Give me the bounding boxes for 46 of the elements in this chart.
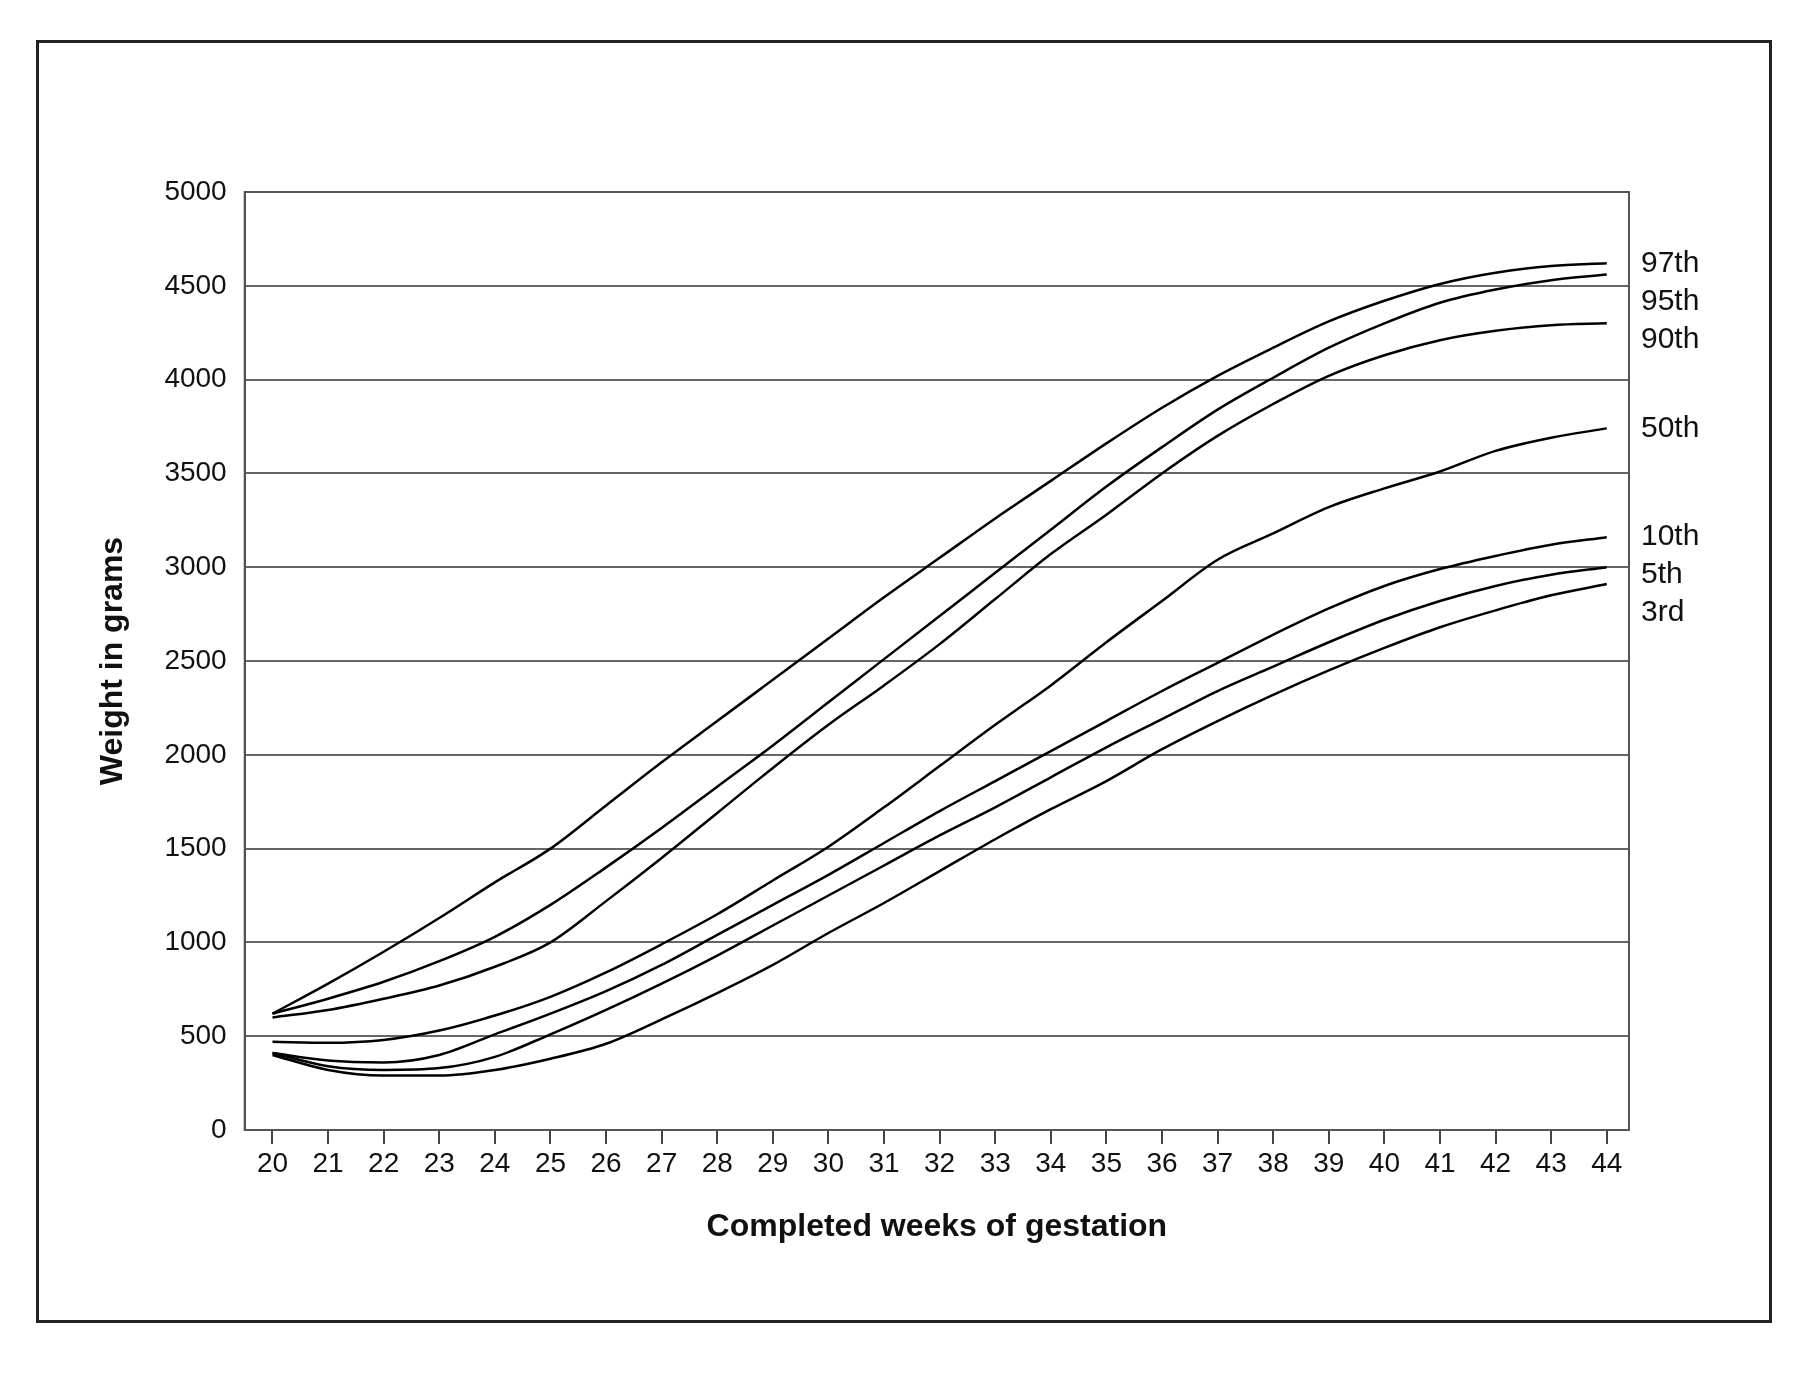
y-tick-label: 3500 <box>164 456 227 488</box>
x-tick-label: 28 <box>701 1146 733 1178</box>
x-tick-label: 39 <box>1313 1146 1345 1178</box>
x-tick-label: 29 <box>757 1146 789 1178</box>
x-tick-label: 38 <box>1257 1146 1289 1178</box>
y-tick-label: 2500 <box>164 643 227 675</box>
line-series <box>271 427 1609 1045</box>
x-tick-label: 21 <box>312 1146 344 1178</box>
x-tick-label: 26 <box>590 1146 622 1178</box>
y-tick-label: 2000 <box>164 737 227 769</box>
x-tick-label: 37 <box>1202 1146 1234 1178</box>
x-tick-label: 35 <box>1090 1146 1122 1178</box>
y-tick-label: 4500 <box>164 268 227 300</box>
x-tick-label: 20 <box>256 1146 289 1178</box>
series-label: 10th <box>1641 518 1700 552</box>
series-label: 90th <box>1641 320 1700 354</box>
x-tick-label: 40 <box>1368 1146 1400 1178</box>
x-tick-label: 24 <box>479 1146 511 1178</box>
y-tick-label: 4000 <box>164 362 227 394</box>
y-tick-label: 0 <box>211 1112 227 1144</box>
x-tick-label: 34 <box>1035 1146 1067 1178</box>
series-label: 95th <box>1641 282 1700 316</box>
y-tick-label: 500 <box>179 1018 227 1050</box>
series-label: 97th <box>1641 244 1700 278</box>
y-tick-label: 3000 <box>164 549 227 581</box>
series-label: 50th <box>1641 409 1700 443</box>
x-tick-label: 32 <box>924 1146 956 1178</box>
x-tick-label: 31 <box>868 1146 900 1178</box>
x-tick-label: 33 <box>979 1146 1011 1178</box>
x-tick-label: 27 <box>646 1146 678 1178</box>
x-tick-label: 25 <box>534 1146 567 1178</box>
x-tick-label: 22 <box>368 1146 400 1178</box>
x-tick-label: 44 <box>1591 1146 1623 1178</box>
x-tick-label: 30 <box>812 1146 845 1178</box>
y-tick-label: 1500 <box>164 831 227 863</box>
y-tick-label: 1000 <box>164 925 227 957</box>
x-tick-label: 42 <box>1479 1146 1512 1178</box>
y-tick-label: 5000 <box>164 174 227 206</box>
y-axis-title: Weight in grams <box>93 536 130 786</box>
x-tick-label: 43 <box>1535 1146 1567 1178</box>
x-tick-label: 23 <box>423 1146 455 1178</box>
x-tick-label: 41 <box>1424 1146 1456 1178</box>
series-label: 5th <box>1641 556 1683 590</box>
series-label: 3rd <box>1641 594 1685 628</box>
x-axis-title: Completed weeks of gestation <box>706 1206 1168 1243</box>
x-tick-label: 36 <box>1146 1146 1178 1178</box>
